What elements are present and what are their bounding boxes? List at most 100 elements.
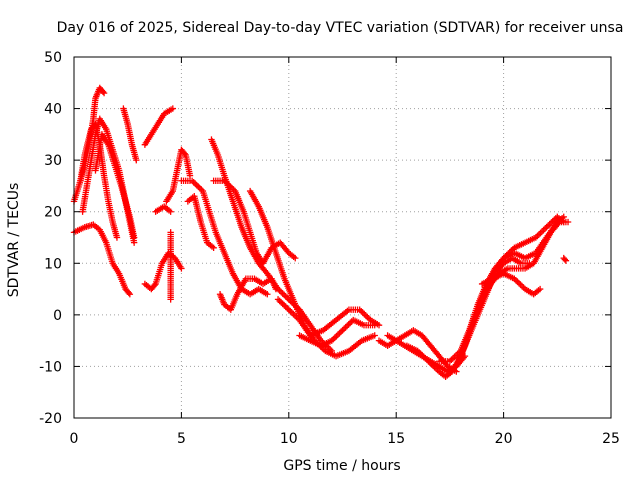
- data-point: [517, 281, 524, 288]
- data-points: [70, 84, 572, 380]
- series-arc-08: [141, 249, 185, 293]
- series-arc-06: [120, 105, 140, 164]
- data-point: [339, 327, 346, 334]
- data-point: [371, 321, 378, 329]
- data-point: [279, 300, 286, 308]
- data-point: [345, 321, 352, 328]
- series-arc-26: [489, 213, 567, 277]
- data-point: [537, 229, 544, 237]
- series-arc-22: [403, 254, 533, 380]
- y-tick-label: 50: [44, 50, 62, 66]
- data-point: [337, 328, 345, 336]
- data-point: [560, 218, 567, 226]
- series-arc-13: [184, 193, 217, 252]
- data-point: [130, 234, 138, 241]
- data-point: [515, 279, 523, 287]
- y-tick-label: 20: [44, 205, 62, 221]
- data-point: [331, 334, 339, 341]
- data-point: [277, 288, 285, 296]
- data-point: [210, 244, 217, 252]
- data-point: [99, 88, 107, 96]
- data-point: [540, 226, 547, 234]
- data-point: [340, 325, 348, 333]
- data-point: [125, 289, 132, 297]
- data-point: [133, 156, 140, 164]
- data-point: [361, 310, 368, 318]
- x-tick-label: 25: [602, 431, 620, 447]
- data-point: [195, 183, 202, 190]
- data-point: [192, 180, 199, 187]
- series-arc-14: [208, 136, 335, 355]
- data-point: [169, 105, 177, 112]
- data-point: [274, 296, 282, 303]
- series-arc-17: [246, 187, 378, 360]
- data-point: [544, 222, 552, 229]
- series-arc-07: [141, 105, 177, 148]
- y-tick-label: 10: [44, 256, 62, 272]
- data-point: [535, 231, 543, 238]
- series-arc-18: [274, 296, 383, 339]
- data-point: [518, 282, 526, 290]
- x-tick-label: 15: [387, 431, 405, 447]
- series-arc-11: [167, 229, 174, 303]
- data-point: [562, 257, 570, 264]
- data-point: [292, 254, 299, 262]
- data-point: [364, 313, 371, 321]
- y-tick-label: 30: [44, 153, 62, 169]
- x-tick-label: 20: [495, 431, 513, 447]
- data-point: [358, 307, 365, 315]
- data-point: [333, 333, 340, 340]
- data-point: [100, 89, 108, 97]
- data-point: [334, 331, 342, 338]
- data-point: [285, 306, 292, 313]
- data-point: [343, 322, 351, 330]
- series-arc-09: [163, 146, 194, 205]
- y-tick-labels: -20 -10 0 10 20 30 40 50: [39, 50, 62, 427]
- data-point: [280, 291, 288, 299]
- x-tick-labels: 0 5 10 15 20 25: [70, 431, 620, 447]
- x-tick-label: 10: [280, 431, 298, 447]
- data-point: [276, 297, 283, 305]
- data-point: [196, 184, 204, 192]
- series-arc-10: [152, 203, 174, 215]
- data-point: [536, 285, 544, 293]
- data-point: [280, 302, 288, 309]
- data-point: [561, 256, 569, 263]
- data-point: [359, 309, 366, 316]
- y-axis-label: SDTVAR / TECUs: [6, 183, 22, 298]
- data-point: [113, 234, 121, 241]
- data-point: [514, 278, 521, 285]
- data-point: [371, 332, 378, 339]
- data-point: [342, 324, 349, 331]
- series-arc-05: [92, 131, 138, 241]
- series-arc-25: [478, 270, 544, 298]
- data-point: [449, 355, 457, 362]
- plot-frame: [73, 56, 612, 419]
- data-point: [362, 312, 370, 319]
- data-point: [272, 285, 280, 293]
- data-point: [181, 150, 188, 157]
- data-point: [277, 299, 285, 306]
- data-point: [543, 223, 550, 231]
- x-tick-label: 5: [177, 431, 186, 447]
- data-point: [546, 221, 553, 228]
- y-tick-label: 40: [44, 102, 62, 118]
- series-arc-01: [70, 221, 134, 298]
- data-point: [190, 179, 197, 186]
- data-point: [264, 291, 271, 298]
- data-point: [541, 225, 549, 232]
- data-point: [282, 303, 289, 310]
- series-arc-19: [296, 316, 378, 349]
- data-point: [448, 356, 455, 363]
- series-arc-24: [453, 218, 572, 370]
- y-tick-label: -10: [39, 359, 62, 375]
- axis-ticks: [73, 56, 612, 419]
- x-tick-label: 0: [70, 431, 79, 447]
- data-point: [336, 330, 343, 337]
- data-point: [167, 296, 174, 303]
- series-arc-27: [560, 254, 570, 264]
- data-point: [151, 282, 158, 289]
- series-arc-16: [210, 177, 299, 267]
- y-tick-label: 0: [53, 308, 62, 324]
